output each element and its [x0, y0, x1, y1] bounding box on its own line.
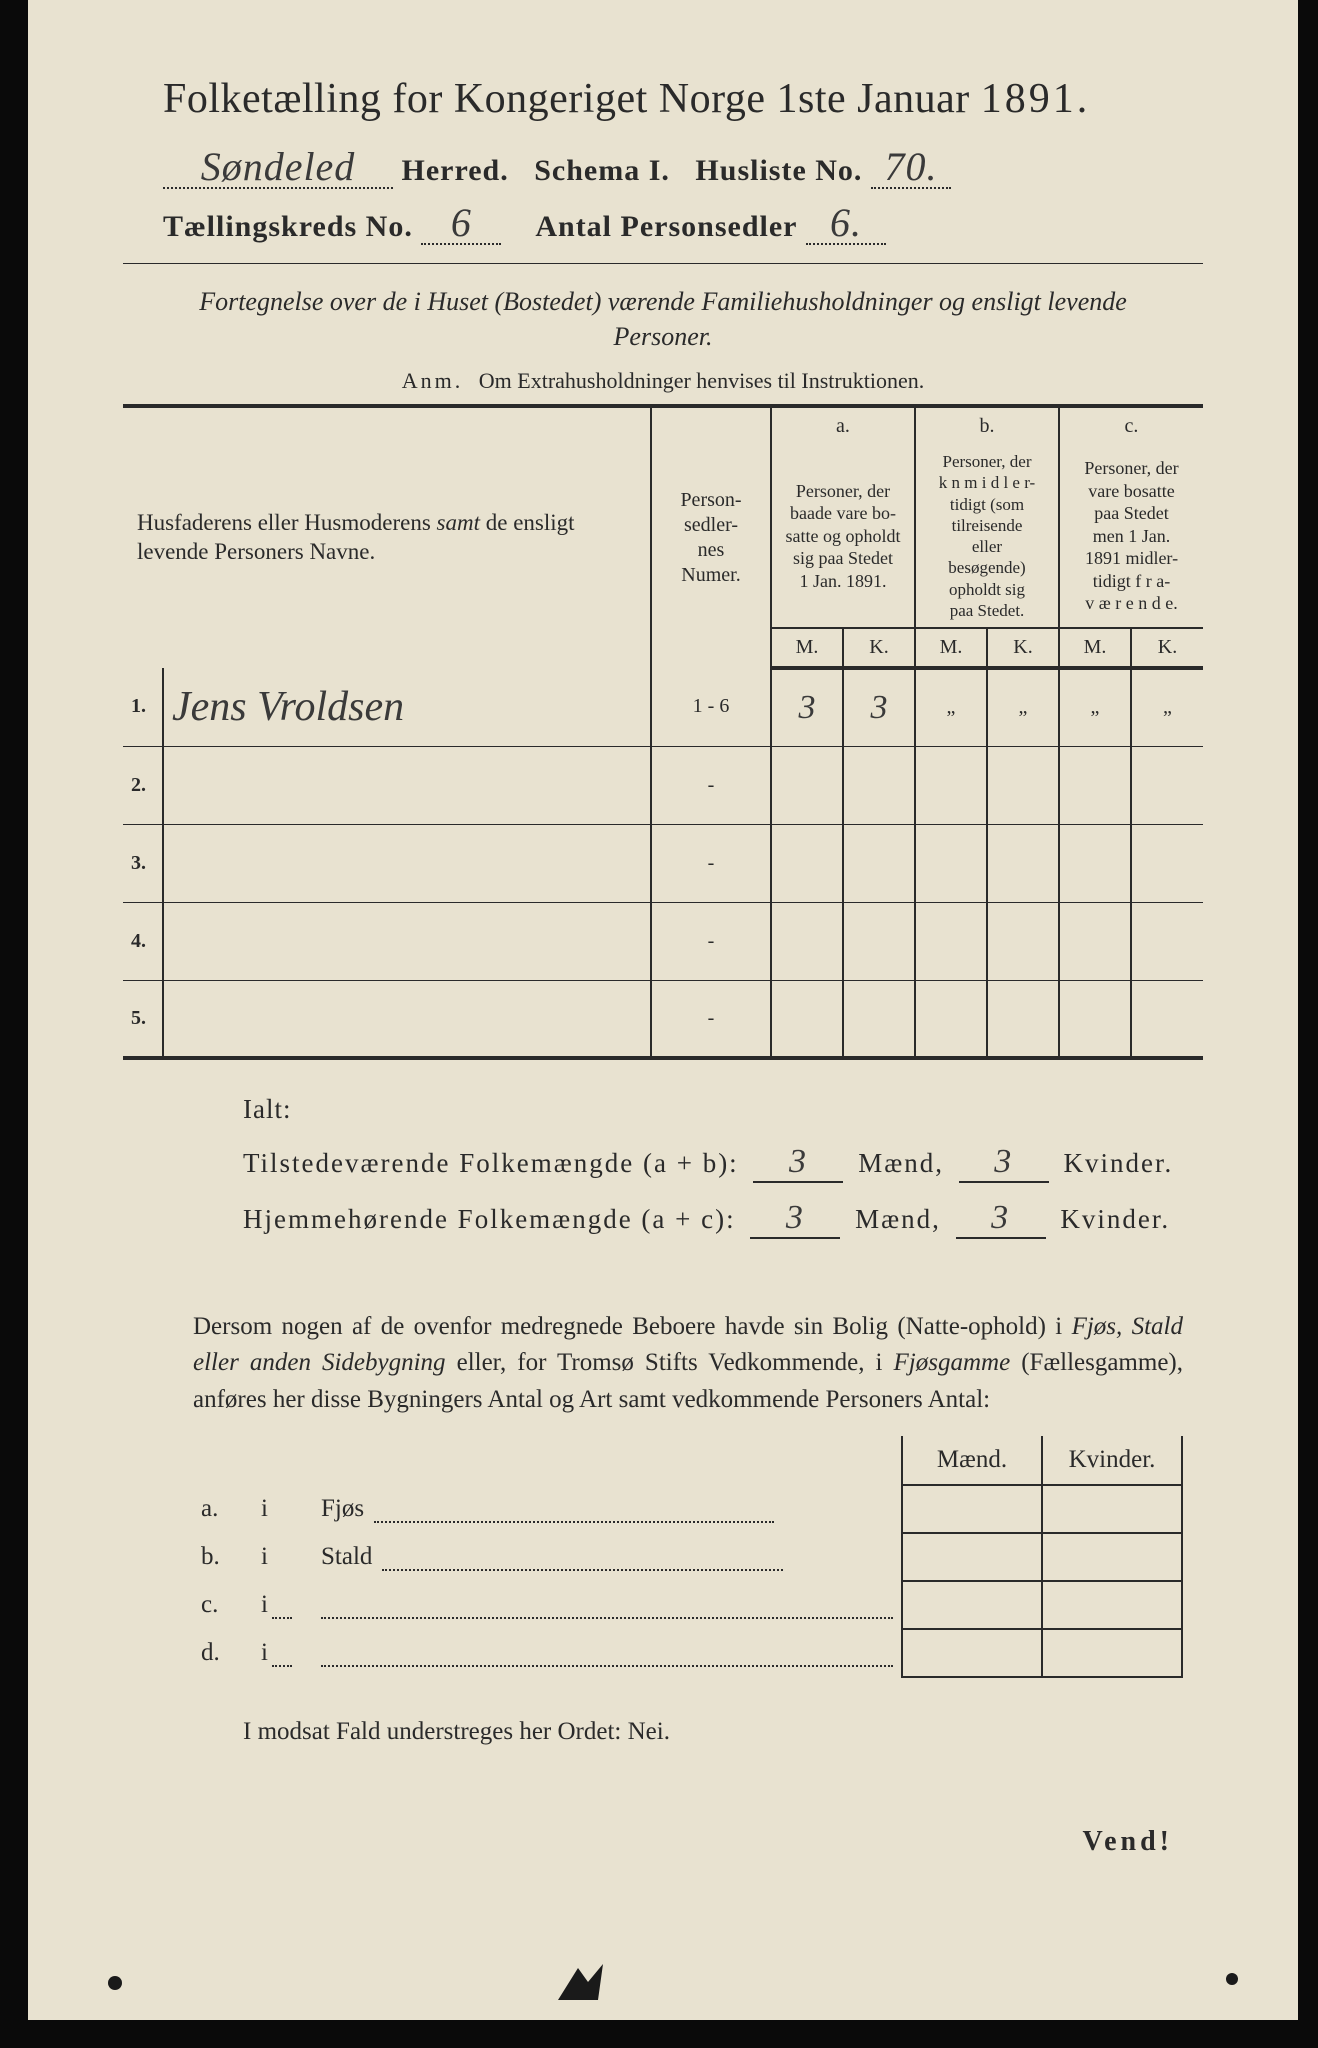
table-row: 2. - — [123, 746, 1203, 824]
row-name: Jens Vroldsen — [163, 668, 651, 746]
row-cm: „ — [1059, 668, 1131, 746]
building-table: Mænd. Kvinder. a. i Fjøs b. i Stald c. i — [193, 1436, 1183, 1678]
header-line-2: Søndeled Herred. Schema I. Husliste No. … — [163, 147, 1203, 189]
divider-1 — [123, 263, 1203, 264]
lower-row: b. i Stald — [193, 1533, 1182, 1581]
ialt-block: Ialt: Tilstedeværende Folkemængde (a + b… — [243, 1094, 1193, 1239]
husliste-field: 70. — [871, 147, 951, 189]
herred-label: Herred. — [402, 154, 509, 187]
col-a-m: M. — [771, 628, 843, 668]
herred-field: Søndeled — [163, 147, 393, 189]
row-pers: 1 - 6 — [651, 668, 771, 746]
row-bk: „ — [987, 668, 1059, 746]
paper-speck — [1226, 1973, 1238, 1985]
lower-row: c. i — [193, 1581, 1182, 1629]
col-b-k: K. — [987, 628, 1059, 668]
ialt-r2-m: 3 — [750, 1199, 840, 1239]
col-c-m: M. — [1059, 628, 1131, 668]
vend-label: Vend! — [123, 1826, 1173, 1858]
row-bm: „ — [915, 668, 987, 746]
dotted-line — [321, 1594, 893, 1619]
table-body: 1. Jens Vroldsen 1 - 6 3 3 „ „ „ „ 2. - … — [123, 668, 1203, 1058]
ialt-row-2: Hjemmehørende Folkemængde (a + c): 3 Mæn… — [243, 1199, 1193, 1239]
antal-field: 6. — [806, 203, 886, 245]
col-b-text: Personer, derk n m i d l e r-tidigt (som… — [915, 445, 1059, 628]
ialt-r2-k: 3 — [956, 1199, 1046, 1239]
col-c-k: K. — [1131, 628, 1203, 668]
ialt-row-1: Tilstedeværende Folkemængde (a + b): 3 M… — [243, 1143, 1193, 1183]
ialt-r1-k: 3 — [959, 1143, 1049, 1183]
table-row: 3. - — [123, 824, 1203, 902]
row-num: 1. — [123, 668, 163, 746]
row-ck: „ — [1131, 668, 1203, 746]
row-am: 3 — [771, 668, 843, 746]
anm-line: Anm. Om Extrahusholdninger henvises til … — [123, 368, 1203, 394]
dotted-line — [374, 1498, 774, 1523]
kreds-field: 6 — [421, 203, 501, 245]
husliste-label: Husliste No. — [695, 154, 862, 187]
building-table-wrap: Mænd. Kvinder. a. i Fjøs b. i Stald c. i — [193, 1436, 1183, 1678]
lower-kvinder: Kvinder. — [1042, 1436, 1182, 1485]
ialt-label: Ialt: — [243, 1094, 1193, 1125]
col-a-label: a. — [771, 406, 915, 445]
census-form-page: Folketælling for Kongeriget Norge 1ste J… — [28, 0, 1298, 2020]
title-text: Folketælling for Kongeriget Norge 1ste J… — [163, 76, 970, 122]
main-title: Folketælling for Kongeriget Norge 1ste J… — [163, 75, 1203, 123]
ialt-r1-m: 3 — [753, 1143, 843, 1183]
col-b-label: b. — [915, 406, 1059, 445]
col-b-m: M. — [915, 628, 987, 668]
dotted-line — [321, 1642, 893, 1667]
table-row: 1. Jens Vroldsen 1 - 6 3 3 „ „ „ „ — [123, 668, 1203, 746]
kreds-value: 6 — [451, 200, 472, 245]
row-ak: 3 — [843, 668, 915, 746]
lower-row: d. i — [193, 1629, 1182, 1677]
anm-lead: Anm. — [402, 368, 464, 393]
dotted-line — [382, 1546, 782, 1571]
table-row: 5. - — [123, 980, 1203, 1058]
col-name-header: Husfaderens eller Husmoderens samt de en… — [123, 406, 651, 668]
table-row: 4. - — [123, 902, 1203, 980]
dersom-paragraph: Dersom nogen af de ovenfor medregnede Be… — [193, 1309, 1183, 1418]
col-a-text: Personer, derbaade vare bo-satte og opho… — [771, 445, 915, 628]
title-year: 1891. — [981, 76, 1091, 122]
col-personsedler: Person-sedler-nesNumer. — [651, 406, 771, 668]
col-a-k: K. — [843, 628, 915, 668]
antal-label: Antal Personsedler — [535, 210, 797, 243]
household-table: Husfaderens eller Husmoderens samt de en… — [123, 404, 1203, 1060]
antal-value: 6. — [830, 200, 862, 245]
schema-label: Schema I. — [534, 154, 670, 187]
herred-value: Søndeled — [201, 144, 356, 189]
paper-speck — [108, 1976, 122, 1990]
lower-row: a. i Fjøs — [193, 1485, 1182, 1533]
header-line-3: Tællingskreds No. 6 Antal Personsedler 6… — [163, 203, 1203, 245]
kreds-label: Tællingskreds No. — [163, 210, 413, 243]
subtitle: Fortegnelse over de i Huset (Bostedet) v… — [163, 284, 1163, 354]
nei-line: I modsat Fald understreges her Ordet: Ne… — [243, 1718, 1203, 1746]
col-c-label: c. — [1059, 406, 1203, 445]
anm-text: Om Extrahusholdninger henvises til Instr… — [479, 368, 924, 393]
lower-maend: Mænd. — [902, 1436, 1042, 1485]
husliste-value: 70. — [884, 144, 937, 189]
paper-tear — [548, 1962, 618, 2002]
col-c-text: Personer, dervare bosattepaa Stedetmen 1… — [1059, 445, 1203, 628]
